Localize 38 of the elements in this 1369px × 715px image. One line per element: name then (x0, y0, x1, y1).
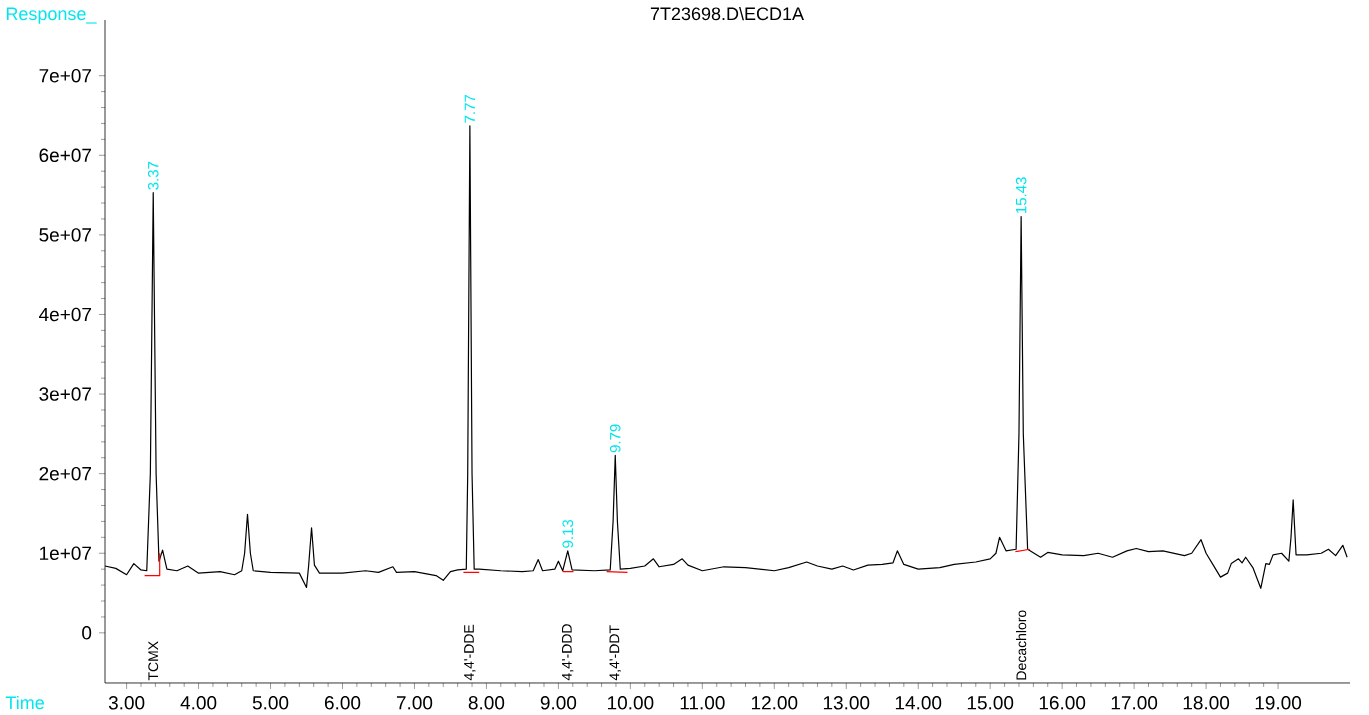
annotation: 4,4'-DDE (464, 624, 476, 681)
x-tick-label: 18.00 (1183, 696, 1230, 710)
annotation: Decachloro (1016, 610, 1027, 680)
x-tick-label: 4.00 (180, 696, 217, 710)
chart-title: 7T23698.D\ECD1A (650, 6, 805, 21)
x-tick-label: 15.00 (967, 696, 1014, 710)
y-tick-label: 7e+07 (39, 68, 91, 83)
x-tick-label: 16.00 (1039, 696, 1086, 710)
x-tick-label: 8.00 (468, 696, 505, 710)
x-tick-label: 5.00 (252, 696, 289, 710)
x-tick-label: 6.00 (324, 696, 361, 710)
x-tick-label: 11.00 (680, 696, 725, 710)
annotation: 4,4'-DDT (609, 625, 621, 681)
y-tick-label: 6e+07 (39, 148, 91, 163)
x-tick-label: 13.00 (823, 696, 870, 710)
annotation: 9.79 (609, 424, 621, 453)
annotation: 15.43 (1015, 177, 1027, 214)
x-tick-label: 9.00 (540, 696, 577, 710)
x-tick-label: 19.00 (1255, 696, 1302, 710)
x-axis-title: Time (5, 695, 44, 710)
x-tick-label: 3.00 (108, 696, 145, 710)
y-tick-label: 1e+07 (40, 546, 91, 560)
x-tick-label: 17.00 (1111, 696, 1158, 710)
x-tick-label: 12.00 (751, 696, 798, 710)
y-tick-label: 0 (82, 626, 92, 640)
annotation: TCMX (148, 641, 159, 681)
y-tick-label: 4e+07 (39, 307, 91, 322)
annotation: 4,4'-DDD (562, 624, 574, 681)
y-tick-label: 2e+07 (39, 466, 91, 481)
x-tick-label: 14.00 (895, 696, 942, 710)
y-tick-label: 3e+07 (39, 387, 91, 401)
x-tick-label: 10.00 (608, 696, 654, 710)
annotation: 9.13 (562, 519, 574, 548)
annotation: 7.77 (464, 94, 476, 123)
y-axis-title: Response_ (6, 7, 97, 24)
y-tick-label: 5e+07 (39, 228, 91, 242)
annotation: 3.37 (147, 161, 159, 190)
x-tick-label: 7.00 (396, 696, 433, 710)
